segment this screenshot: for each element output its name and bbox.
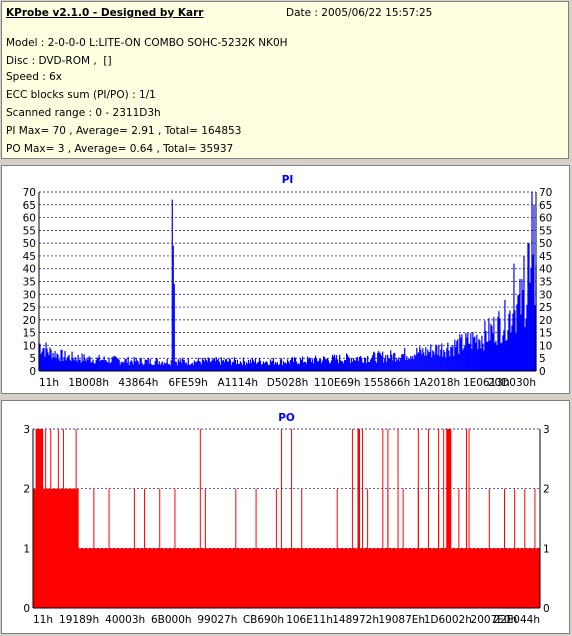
y-tick-label-right: 0 [539, 366, 546, 378]
y-tick-label-right: 30 [539, 289, 552, 301]
app-title: KProbe v2.1.0 - Designed by Karr [6, 7, 204, 19]
model-line: Model : 2-0-0-0 L:LITE-ON COMBO SOHC-523… [6, 37, 288, 49]
y-tick-label-right: 55 [539, 225, 552, 237]
y-tick-label-left: 35 [23, 277, 36, 289]
x-tick-label: 22E044h [493, 614, 540, 626]
x-tick-label: 20D030h [488, 377, 536, 389]
x-tick-label: 6B000h [151, 614, 192, 626]
y-tick-label-right: 40 [539, 264, 552, 276]
y-tick-label-right: 45 [539, 251, 552, 263]
x-tick-label: 1D6002h [424, 614, 472, 626]
x-tick-label: 1E0613h [463, 377, 510, 389]
y-tick-label-left: 40 [23, 264, 36, 276]
y-tick-label-left: 1 [23, 543, 30, 555]
x-tick-label: 1A2018h [413, 377, 460, 389]
po-stats-line: PO Max= 3 , Average= 0.64 , Total= 35937 [6, 143, 234, 155]
chart-title: PI [282, 174, 294, 186]
y-tick-label-right: 15 [539, 328, 552, 340]
y-tick-label-right: 1 [543, 543, 550, 555]
y-tick-label-right: 0 [543, 603, 550, 615]
x-tick-label: 11h [33, 614, 53, 626]
x-tick-label: D5028h [267, 377, 308, 389]
y-tick-label-right: 2 [543, 484, 550, 496]
y-tick-label-right: 25 [539, 302, 552, 314]
y-tick-label-left: 45 [23, 251, 36, 263]
y-tick-label-right: 50 [539, 238, 552, 250]
y-tick-label-left: 15 [23, 328, 36, 340]
y-tick-label-left: 70 [23, 187, 36, 199]
y-tick-label-left: 60 [23, 213, 36, 225]
pi-chart-panel: PI 0 0 5 5 10 10 15 15 20 20 25 25 30 30 35 35 40 40 45 45 50… [1, 165, 570, 394]
y-tick-label-left: 50 [23, 238, 36, 250]
chart-title: PO [278, 412, 295, 424]
x-tick-label: 19189h [59, 614, 99, 626]
x-tick-label: 43864h [118, 377, 158, 389]
y-tick-label-left: 25 [23, 302, 36, 314]
y-tick-label-right: 35 [539, 277, 552, 289]
po-block-3 [35, 429, 44, 608]
x-tick-label: 106E11h [286, 614, 333, 626]
x-tick-label: 110E69h [314, 377, 361, 389]
po-block-2 [68, 488, 79, 608]
y-tick-label-left: 10 [23, 340, 36, 352]
y-tick-label-right: 3 [543, 424, 550, 436]
y-tick-label-left: 5 [29, 353, 36, 365]
pi-stats-line: PI Max= 70 , Average= 2.91 , Total= 1648… [6, 125, 242, 137]
y-tick-label-right: 20 [539, 315, 552, 327]
y-tick-label-left: 0 [29, 366, 36, 378]
x-tick-label: 2007E0h [471, 614, 518, 626]
x-tick-label: 11h [39, 377, 59, 389]
po-block-3 [357, 429, 361, 608]
y-tick-label-left: 30 [23, 289, 36, 301]
disc-line: Disc : DVD-ROM , [] [6, 55, 112, 67]
po-chart: PO 0 0 1 1 2 2 3 3 11h 19189h 40003h 6B000h 99027h CB6… [23, 412, 550, 626]
x-tick-label: CB690h [243, 614, 284, 626]
x-tick-label: 1B008h [68, 377, 109, 389]
y-tick-label-left: 20 [23, 315, 36, 327]
y-tick-label-left: 65 [23, 200, 36, 212]
y-tick-label-right: 70 [539, 187, 552, 199]
y-tick-label-left: 55 [23, 225, 36, 237]
x-tick-label: A1114h [218, 377, 259, 389]
x-tick-label: 6FE59h [168, 377, 207, 389]
y-tick-label-left: 2 [23, 484, 30, 496]
y-tick-label-right: 10 [539, 340, 552, 352]
x-tick-label: 19087Eh [378, 614, 425, 626]
x-tick-label: 148972h [332, 614, 379, 626]
po-base-area [33, 548, 540, 608]
info-panel: KProbe v2.1.0 - Designed by Karr Date : … [1, 1, 569, 159]
x-tick-label: 99027h [197, 614, 237, 626]
po-chart-panel: PO 0 0 1 1 2 2 3 3 11h 19189h 40003h 6B000h 99027h CB6… [1, 400, 570, 634]
y-tick-label-left: 0 [23, 603, 30, 615]
y-tick-label-right: 5 [539, 353, 546, 365]
y-tick-label-left: 3 [23, 424, 30, 436]
speed-line: Speed : 6x [6, 71, 63, 83]
scan-date: Date : 2005/06/22 15:57:25 [286, 7, 433, 19]
range-line: Scanned range : 0 - 2311D3h [6, 107, 161, 119]
ecc-line: ECC blocks sum (PI/PO) : 1/1 [6, 89, 156, 101]
x-tick-label: 155866h [364, 377, 411, 389]
y-tick-label-right: 65 [539, 200, 552, 212]
x-tick-label: 40003h [105, 614, 145, 626]
y-tick-label-right: 60 [539, 213, 552, 225]
